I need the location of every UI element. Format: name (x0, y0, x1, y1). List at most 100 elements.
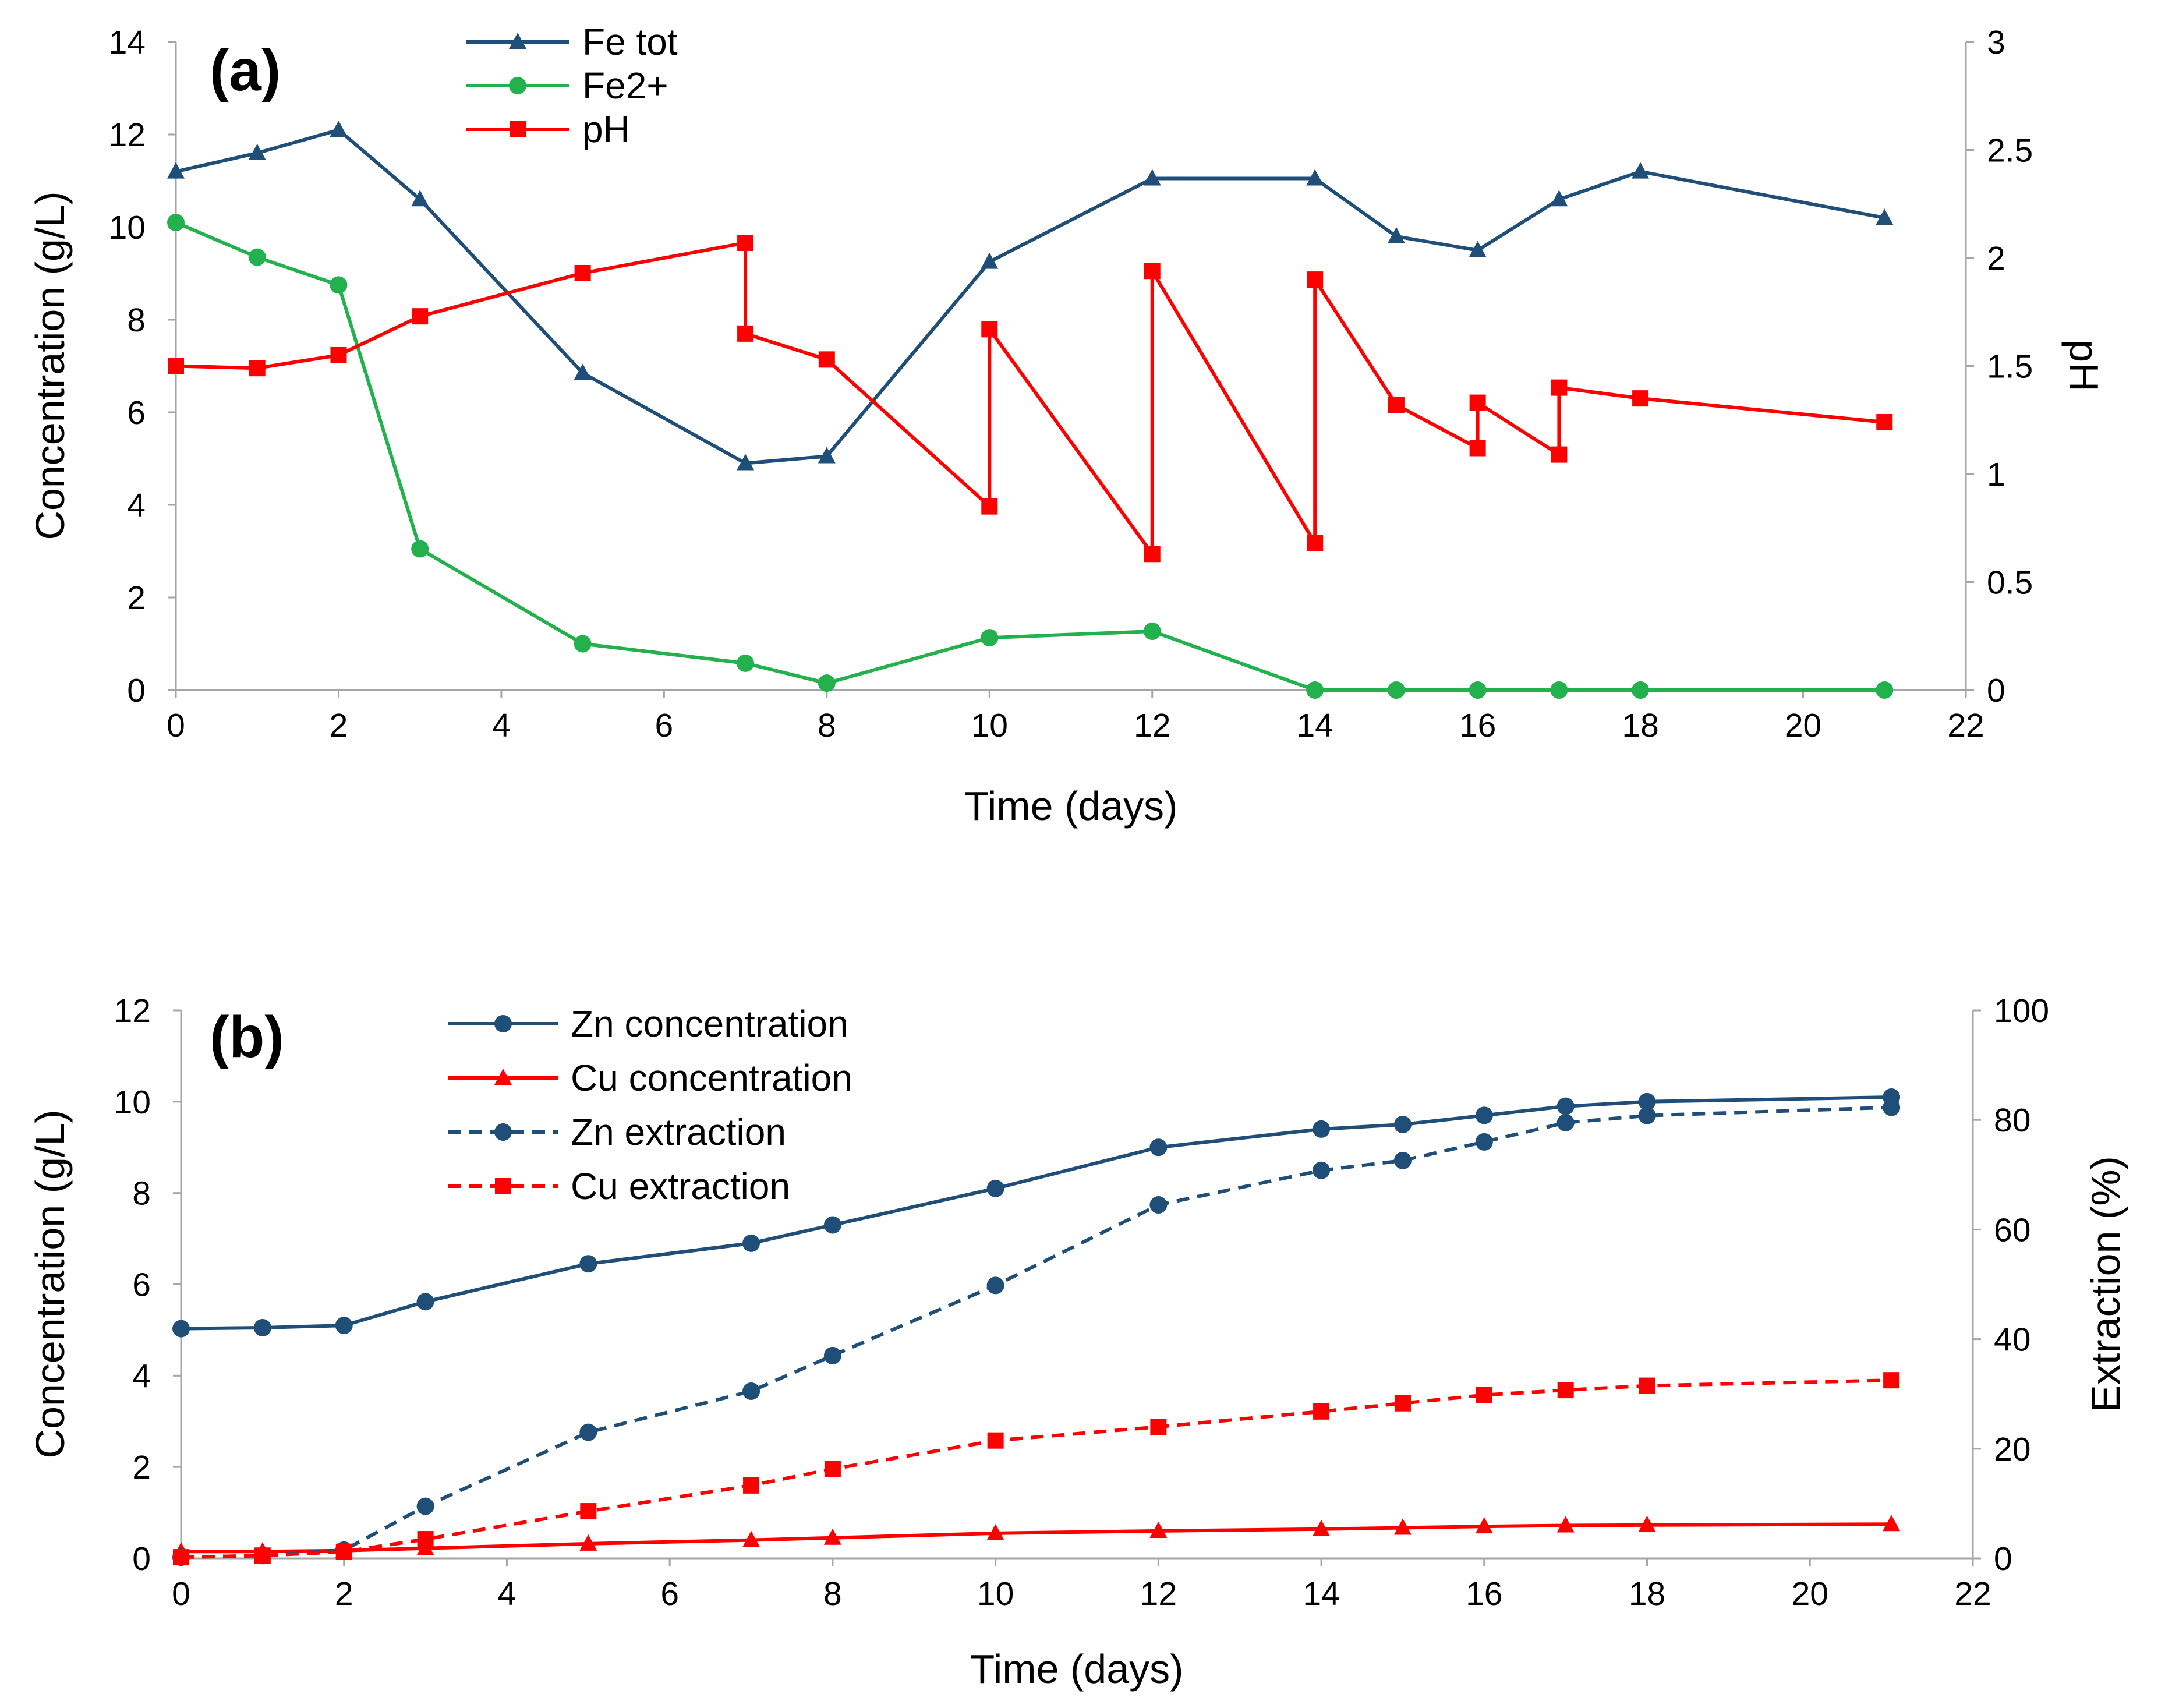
y2-tick-label: 2 (1987, 240, 2005, 277)
y2-tick-label: 20 (1994, 1431, 2030, 1468)
data-point-ph (981, 321, 998, 338)
data-point-fe2 (737, 654, 755, 672)
x-tick-label: 18 (1622, 707, 1658, 744)
data-point-cu-extraction (1883, 1372, 1900, 1389)
data-point-ph (574, 264, 591, 281)
data-point-cu-extraction (824, 1461, 841, 1477)
data-point-zn-extraction (1313, 1161, 1331, 1179)
data-point-cu-extraction (1394, 1395, 1411, 1412)
data-point-cu-extraction (417, 1531, 434, 1548)
data-point-zn-concentration (1149, 1138, 1168, 1157)
data-point-zn-extraction (1475, 1133, 1493, 1151)
data-point-fe2 (1387, 681, 1405, 699)
legend-entry-cu-extraction: Cu extraction (448, 1165, 790, 1207)
panel-a-label: (a) (210, 38, 281, 103)
data-point-ph (1144, 546, 1161, 563)
data-point-zn-concentration (1556, 1097, 1575, 1115)
data-point-fe-tot (1876, 208, 1894, 225)
data-point-cu-extraction (335, 1543, 352, 1560)
y-tick-label: 14 (109, 24, 146, 61)
panel-a-y2-axis-title: pH (2061, 340, 2107, 391)
panel-a-y-axis-title: Concentration (g/L) (27, 191, 73, 540)
series-line-zn-extraction (181, 1105, 1892, 1560)
x-tick-label: 16 (1459, 707, 1496, 744)
panel-b-y-ticks: 0 2 4 6 8 10 12 (114, 992, 181, 1578)
data-point-ph (168, 358, 184, 374)
data-point-ph (412, 308, 429, 325)
data-point-fe-tot (981, 252, 999, 269)
data-point-cu-concentration (579, 1534, 597, 1551)
data-point-cu-extraction (173, 1549, 189, 1566)
y-tick-label: 6 (127, 394, 146, 432)
panel-a-series (167, 121, 1894, 699)
panel-b-y2-ticks: 0 20 40 60 80 100 (1973, 992, 2049, 1578)
data-point-zn-concentration (986, 1179, 1004, 1197)
data-point-zn-concentration (1638, 1092, 1656, 1111)
y2-tick-label: 2.5 (1987, 132, 2033, 169)
data-point-fe-tot (411, 190, 429, 207)
data-point-fe-tot (1143, 169, 1161, 186)
data-point-ph (1388, 397, 1405, 413)
panel-b: (b) 0 2 4 6 8 10 12 14 16 18 20 22 0 2 4 6 8 10 12 0 20 40 6… (27, 992, 2128, 1692)
data-point-cu-concentration (823, 1528, 841, 1545)
y-tick-label: 4 (127, 487, 146, 524)
y-tick-label: 12 (109, 116, 146, 154)
data-point-cu-extraction (1639, 1377, 1655, 1394)
data-point-cu-extraction (1557, 1382, 1574, 1399)
y-tick-label: 4 (132, 1357, 151, 1395)
data-point-fe-tot (1550, 190, 1568, 207)
data-point-fe2 (1632, 681, 1650, 699)
data-point-zn-extraction (1393, 1151, 1412, 1169)
data-point-cu-extraction (254, 1547, 271, 1564)
y2-tick-label: 3 (1987, 24, 2005, 61)
panel-a-legend: Fe tot Fe2+ pH (466, 21, 678, 150)
x-tick-label: 22 (1954, 1575, 1991, 1612)
data-point-cu-concentration (986, 1523, 1004, 1540)
data-point-fe2 (330, 276, 348, 294)
panel-a-y-ticks: 0 2 4 6 8 10 12 14 (109, 24, 176, 709)
data-point-zn-extraction (1638, 1106, 1656, 1124)
x-tick-label: 14 (1303, 1575, 1339, 1612)
series-line-fe-tot (175, 128, 1885, 465)
data-point-fe2 (818, 674, 836, 692)
legend-label-cu-extraction: Cu extraction (571, 1165, 790, 1207)
y-tick-label: 10 (114, 1084, 151, 1121)
data-point-zn-concentration (1313, 1120, 1331, 1138)
x-tick-label: 6 (660, 1575, 679, 1612)
series-line-fe2 (175, 221, 1885, 692)
data-point-ph (1469, 394, 1486, 411)
data-point-zn-concentration (823, 1216, 841, 1234)
data-point-zn-extraction (416, 1497, 434, 1515)
data-point-zn-concentration (1475, 1106, 1493, 1124)
data-point-cu-extraction (987, 1432, 1004, 1449)
legend-label-fe-tot: Fe tot (582, 21, 678, 63)
data-point-zn-concentration (742, 1234, 760, 1252)
data-point-cu-concentration (1313, 1519, 1331, 1536)
data-point-fe-tot (167, 162, 185, 179)
data-point-ph (249, 360, 266, 377)
data-point-cu-concentration (1556, 1516, 1575, 1533)
data-point-fe-tot (1306, 169, 1324, 186)
x-tick-label: 8 (823, 1575, 842, 1612)
data-point-ph (737, 235, 754, 252)
data-point-fe-tot (330, 121, 348, 137)
x-tick-label: 20 (1785, 707, 1821, 744)
x-tick-label: 4 (492, 707, 511, 744)
legend-entry-ph: pH (466, 108, 630, 150)
data-point-cu-extraction (1476, 1387, 1492, 1403)
data-point-zn-extraction (823, 1346, 841, 1364)
y2-tick-label: 80 (1994, 1102, 2030, 1139)
y2-tick-label: 0 (1987, 672, 2005, 709)
legend-entry-cu-concentration: Cu concentration (448, 1057, 852, 1099)
data-point-zn-extraction (742, 1382, 760, 1400)
y-tick-label: 0 (132, 1540, 151, 1578)
data-point-fe-tot (818, 447, 836, 464)
legend-label-fe2: Fe2+ (582, 65, 668, 107)
panel-b-series (172, 1088, 1901, 1566)
x-tick-label: 10 (971, 707, 1008, 744)
data-point-zn-concentration (335, 1317, 353, 1335)
data-point-fe2 (574, 635, 592, 653)
data-point-ph (1469, 440, 1486, 457)
